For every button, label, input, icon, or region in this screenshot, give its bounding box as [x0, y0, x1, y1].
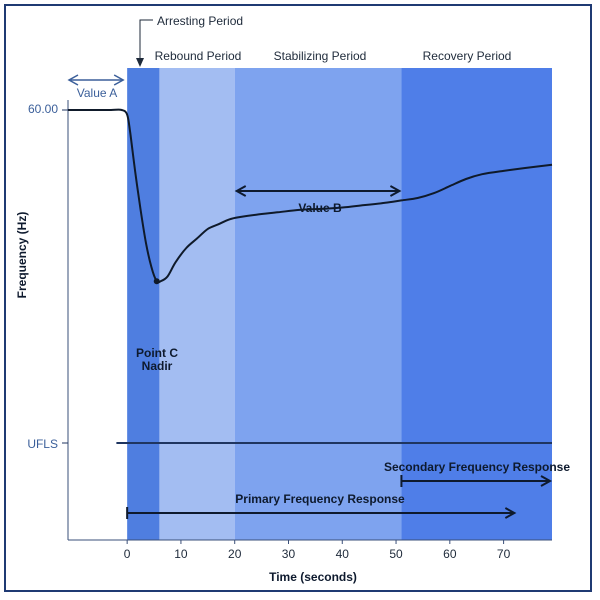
x-tick-label-60: 60 [443, 547, 457, 561]
secondary-frequency-response-label: Secondary Frequency Response [384, 460, 570, 474]
secondary-response-arrow [400, 475, 553, 487]
x-tick-label-0: 0 [124, 547, 131, 561]
band-recovery-period [401, 68, 552, 540]
x-tick-label-20: 20 [228, 547, 242, 561]
value-a-label: Value A [77, 86, 117, 100]
value-b-label: Value B [298, 201, 342, 215]
period-label-recovery: Recovery Period [423, 49, 512, 63]
value-b-arrow [234, 185, 402, 197]
y-tick-label-ufls: UFLS [27, 437, 58, 451]
x-tick-label-10: 10 [174, 547, 188, 561]
period-label-rebound: Rebound Period [155, 49, 242, 63]
reference-lines [62, 109, 552, 444]
band-stabilizing-period [234, 68, 402, 540]
x-tick-label-70: 70 [497, 547, 511, 561]
x-tick-labels: 0 10 20 30 40 50 60 70 [124, 540, 511, 561]
x-tick-label-40: 40 [336, 547, 350, 561]
primary-frequency-response-label: Primary Frequency Response [235, 492, 405, 506]
nadir-point-marker [153, 278, 160, 285]
arresting-pointer-line [139, 19, 153, 64]
x-tick-label-30: 30 [282, 547, 296, 561]
primary-response-arrow [126, 507, 517, 519]
point-c-label: Point C [136, 346, 178, 360]
period-bands [127, 68, 552, 540]
nadir-label: Nadir [142, 359, 173, 373]
period-label-arresting: Arresting Period [157, 14, 243, 28]
value-a-arrow [67, 74, 125, 86]
arresting-pointer-arrowhead [136, 58, 144, 67]
frequency-series-line [68, 108, 553, 284]
y-axis-title: Frequency (Hz) [15, 212, 29, 299]
band-rebound-period [159, 68, 235, 540]
y-tick-label-60: 60.00 [28, 102, 58, 116]
period-label-stabilizing: Stabilizing Period [274, 49, 367, 63]
period-labels: Arresting Period Rebound Period Stabiliz… [155, 14, 512, 63]
x-axis-title: Time (seconds) [269, 570, 357, 584]
x-tick-label-50: 50 [389, 547, 403, 561]
annotation-arrows [67, 74, 553, 519]
